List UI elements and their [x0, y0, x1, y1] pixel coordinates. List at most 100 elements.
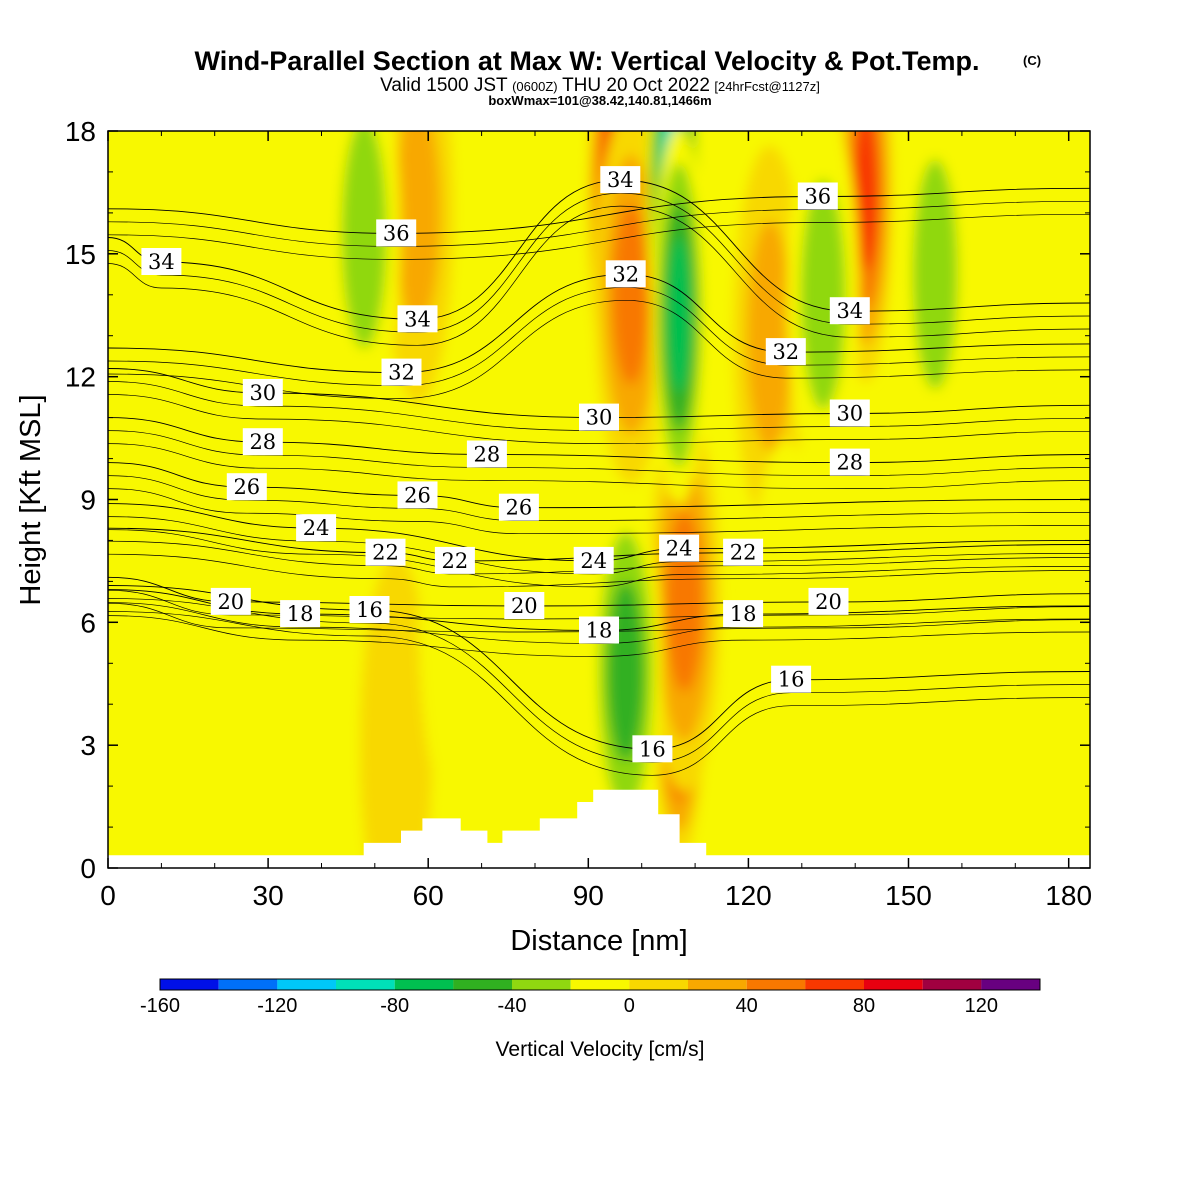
contour-label-box — [504, 592, 545, 619]
valid-date-label: THU 20 Oct 2022 — [562, 75, 710, 96]
contour-label-box — [434, 546, 475, 574]
theta-contour-minor — [108, 192, 1090, 333]
contour-label-box — [579, 403, 619, 431]
contour-label-text: 22 — [442, 549, 469, 573]
contour-label: 30 — [829, 399, 870, 427]
theta-contour-minor — [108, 286, 1090, 386]
vertical-velocity-cell — [899, 131, 972, 465]
contour-label-box — [141, 248, 182, 275]
contour-label-box — [579, 616, 619, 644]
theta-contour-minor — [108, 394, 1090, 444]
contour-label: 20 — [504, 592, 545, 619]
theta-contour-minor — [108, 205, 1090, 346]
vertical-velocity-cell — [749, 440, 822, 821]
contour-label: 26 — [226, 473, 267, 501]
contour-label-box — [632, 735, 673, 763]
contour-label-text: 22 — [372, 541, 399, 565]
theta-contour-minor — [108, 529, 1090, 588]
contour-label: 30 — [579, 403, 619, 431]
contour-label: 34 — [141, 248, 182, 275]
colorbar-tick-label: 120 — [965, 995, 998, 1017]
velocity-contour-fill — [394, 131, 441, 328]
x-axis-label: Distance [nm] — [510, 925, 687, 957]
contour-label-text: 30 — [586, 406, 613, 430]
contour-label-text: 34 — [148, 250, 175, 274]
velocity-contour-fill — [749, 440, 822, 821]
contour-label: 16 — [349, 596, 390, 623]
contour-label-text: 28 — [836, 451, 863, 475]
contour-label-box — [600, 166, 641, 194]
contour-label-text: 20 — [511, 594, 538, 618]
contour-label: 24 — [659, 534, 700, 562]
x-tick-label: 60 — [413, 880, 444, 911]
contour-label-box — [242, 379, 283, 406]
colorbar-swatch — [746, 979, 806, 990]
x-tick-label: 0 — [100, 880, 116, 911]
contour-label-text: 32 — [388, 361, 415, 385]
contour-label-text: 26 — [506, 496, 533, 520]
theta-contour-minor — [108, 602, 1090, 633]
contour-label-text: 24 — [666, 537, 693, 561]
colorbar-tick-label: -80 — [380, 995, 409, 1017]
contour-label: 36 — [797, 182, 838, 210]
theta-contour-minor — [108, 475, 1090, 522]
chart-subtitle: Valid 1500 JST (0600Z) THU 20 Oct 2022 [… — [380, 75, 820, 96]
valid-time-label: Valid 1500 JST — [380, 75, 508, 96]
contour-label-box — [605, 260, 646, 288]
contour-label-text: 20 — [815, 590, 842, 614]
theta-contour-28 — [108, 417, 1090, 464]
contour-label-text: 20 — [217, 590, 244, 614]
contour-label-box — [797, 182, 838, 210]
contour-label-box — [723, 538, 764, 566]
colorbar-swatch — [629, 979, 688, 990]
vertical-velocity-field — [328, 131, 972, 868]
contour-label: 34 — [829, 297, 870, 325]
contour-label-box — [829, 399, 870, 427]
contour-label: 26 — [498, 493, 539, 521]
vertical-velocity-cell — [845, 473, 918, 854]
contour-label-text: 24 — [303, 516, 330, 540]
plot-area: 36 36 34 34 34 34 32 32 32 30 30 30 28 28 28 26 26 26 24 24… — [108, 131, 1090, 868]
x-tick-label: 30 — [253, 880, 284, 911]
theta-contour-minor — [108, 430, 1090, 476]
contour-label-box — [829, 448, 870, 476]
theta-contour-26 — [108, 462, 1090, 509]
contour-label: 24 — [296, 514, 337, 542]
contour-label-text: 26 — [404, 483, 431, 507]
velocity-contour-fill — [912, 159, 958, 390]
contour-label-box — [397, 305, 438, 333]
contour-label-text: 34 — [404, 307, 431, 331]
contour-label-box — [808, 587, 849, 615]
x-tick-label: 150 — [885, 880, 932, 911]
velocity-contour-fill — [747, 220, 793, 451]
contour-label-box — [659, 534, 700, 562]
vertical-velocity-cell — [360, 555, 433, 868]
contour-label-box — [765, 338, 806, 366]
theta-contour-36 — [108, 187, 1090, 234]
colorbar-swatch — [570, 979, 630, 990]
theta-contour-minor — [108, 299, 1090, 399]
contour-label-text: 18 — [287, 602, 314, 626]
velocity-contour-fill — [612, 204, 650, 385]
colorbar-swatch — [688, 979, 747, 990]
y-axis-label: Height [Kft MSL] — [15, 394, 47, 605]
contour-label-box — [381, 358, 422, 386]
contour-label: 32 — [765, 338, 806, 366]
contour-label: 24 — [573, 546, 614, 574]
theta-contour-minor — [108, 200, 1090, 247]
colorbar-tick-label: 40 — [736, 995, 758, 1017]
contour-label: 32 — [381, 358, 422, 386]
y-tick-label: 12 — [65, 362, 96, 393]
x-tick-label: 180 — [1045, 880, 1092, 911]
contour-label-box — [723, 600, 764, 628]
y-tick-label: 15 — [65, 239, 96, 270]
chart-title: Wind-Parallel Section at Max W: Vertical… — [195, 46, 980, 76]
contour-label: 20 — [210, 587, 251, 615]
colorbar-frame — [159, 978, 1041, 991]
contour-label-box — [349, 596, 390, 623]
vertical-velocity-cell — [418, 432, 491, 813]
colorbar-swatch — [805, 979, 864, 990]
velocity-contour-fill — [360, 555, 433, 868]
colorbar-tick-label: -40 — [498, 995, 527, 1017]
